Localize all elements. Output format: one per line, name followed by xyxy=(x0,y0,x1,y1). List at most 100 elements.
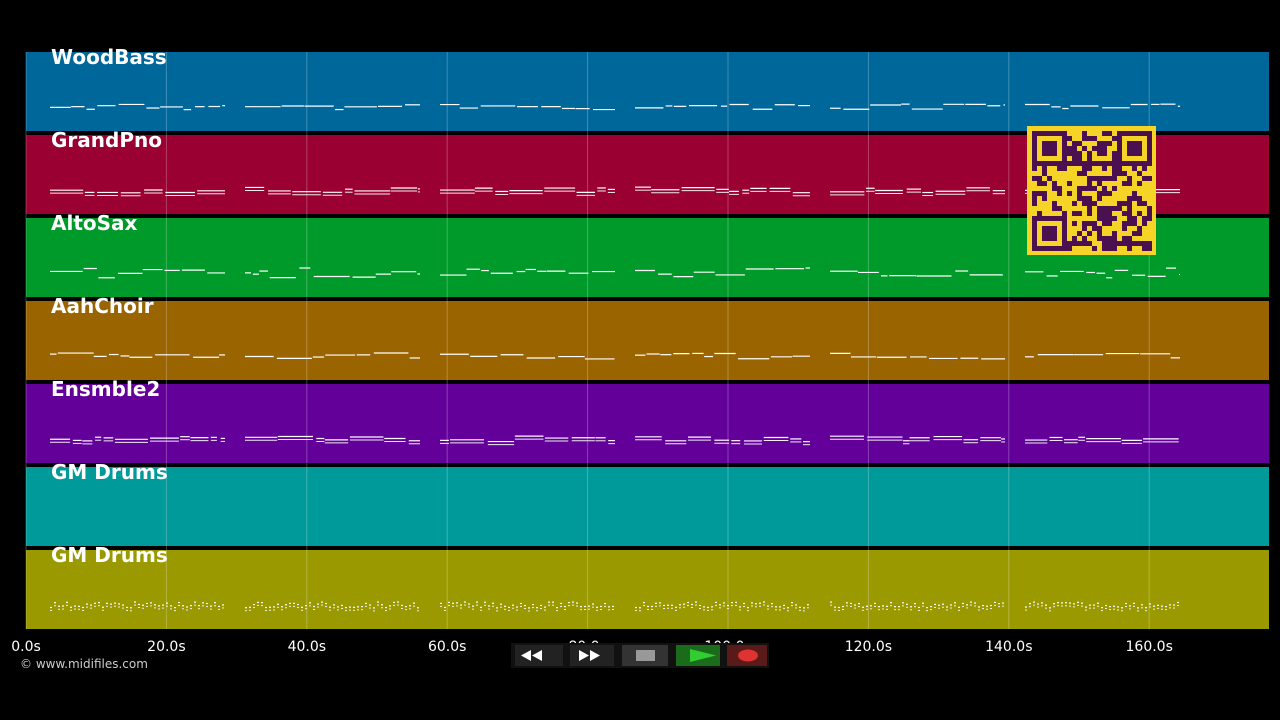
qr-cell xyxy=(1137,131,1142,136)
qr-cell xyxy=(1082,241,1087,246)
qr-cell xyxy=(1042,171,1047,176)
qr-cell xyxy=(1102,236,1107,241)
qr-cell xyxy=(1107,246,1112,251)
qr-cell xyxy=(1042,166,1047,171)
track-lane xyxy=(26,384,1269,463)
qr-cell xyxy=(1142,221,1147,226)
qr-cell xyxy=(1042,216,1047,221)
qr-cell xyxy=(1142,161,1147,166)
qr-cell xyxy=(1107,191,1112,196)
qr-cell xyxy=(1112,136,1117,141)
stop-button[interactable] xyxy=(622,645,668,666)
qr-cell xyxy=(1032,136,1037,141)
qr-cell xyxy=(1117,201,1122,206)
qr-cell xyxy=(1142,241,1147,246)
qr-cell xyxy=(1097,191,1102,196)
qr-cell xyxy=(1082,196,1087,201)
qr-cell xyxy=(1102,211,1107,216)
qr-cell xyxy=(1127,221,1132,226)
qr-cell xyxy=(1147,156,1152,161)
qr-cell xyxy=(1062,236,1067,241)
qr-cell xyxy=(1137,181,1142,186)
qr-cell xyxy=(1137,241,1142,246)
qr-cell xyxy=(1032,226,1037,231)
qr-cell xyxy=(1107,216,1112,221)
qr-cell xyxy=(1072,201,1077,206)
qr-cell xyxy=(1137,161,1142,166)
qr-cell xyxy=(1042,231,1047,236)
qr-cell xyxy=(1137,231,1142,236)
qr-cell xyxy=(1057,206,1062,211)
qr-cell xyxy=(1067,161,1072,166)
qr-cell xyxy=(1107,206,1112,211)
qr-cell xyxy=(1067,181,1072,186)
qr-cell xyxy=(1137,171,1142,176)
qr-cell xyxy=(1137,226,1142,231)
qr-cell xyxy=(1047,141,1052,146)
qr-cell xyxy=(1102,151,1107,156)
qr-cell xyxy=(1122,161,1127,166)
qr-cell xyxy=(1052,151,1057,156)
qr-cell xyxy=(1042,181,1047,186)
qr-cell xyxy=(1082,171,1087,176)
record-button[interactable] xyxy=(727,645,767,666)
qr-cell xyxy=(1047,216,1052,221)
qr-cell xyxy=(1067,241,1072,246)
qr-cell xyxy=(1107,221,1112,226)
qr-cell xyxy=(1132,141,1137,146)
copyright: © www.midifiles.com xyxy=(20,657,148,671)
qr-cell xyxy=(1047,176,1052,181)
qr-cell xyxy=(1097,206,1102,211)
track-lane xyxy=(26,467,1269,546)
qr-cell xyxy=(1127,181,1132,186)
qr-cell xyxy=(1047,131,1052,136)
qr-cell xyxy=(1107,211,1112,216)
qr-cell xyxy=(1082,166,1087,171)
qr-cell xyxy=(1147,216,1152,221)
track-name: AahChoir xyxy=(51,294,154,318)
qr-cell xyxy=(1127,216,1132,221)
qr-cell xyxy=(1052,231,1057,236)
forward-button[interactable] xyxy=(570,645,614,666)
qr-cell xyxy=(1062,136,1067,141)
qr-cell xyxy=(1082,146,1087,151)
qr-cell xyxy=(1052,226,1057,231)
qr-cell xyxy=(1147,241,1152,246)
qr-cell xyxy=(1067,246,1072,251)
qr-cell xyxy=(1092,221,1097,226)
qr-cell xyxy=(1132,161,1137,166)
qr-cell xyxy=(1132,241,1137,246)
qr-cell xyxy=(1132,196,1137,201)
time-label: 140.0s xyxy=(985,639,1032,655)
qr-code xyxy=(1027,126,1156,255)
qr-cell xyxy=(1082,201,1087,206)
rewind-icon xyxy=(521,650,542,661)
qr-cell xyxy=(1032,146,1037,151)
qr-cell xyxy=(1112,171,1117,176)
qr-cell xyxy=(1062,141,1067,146)
qr-cell xyxy=(1042,191,1047,196)
qr-cell xyxy=(1052,186,1057,191)
qr-cell xyxy=(1042,131,1047,136)
qr-cell xyxy=(1087,196,1092,201)
qr-cell xyxy=(1102,206,1107,211)
qr-cell xyxy=(1082,236,1087,241)
qr-cell xyxy=(1062,161,1067,166)
qr-cell xyxy=(1077,161,1082,166)
track-name: GM Drums xyxy=(51,543,168,567)
qr-cell xyxy=(1037,246,1042,251)
qr-cell xyxy=(1037,211,1042,216)
qr-cell xyxy=(1042,146,1047,151)
qr-cell xyxy=(1112,186,1117,191)
play-button[interactable] xyxy=(676,645,720,666)
qr-cell xyxy=(1072,221,1077,226)
rewind-button[interactable] xyxy=(515,645,563,666)
qr-cell xyxy=(1072,151,1077,156)
qr-cell xyxy=(1052,146,1057,151)
qr-cell xyxy=(1032,216,1037,221)
qr-cell xyxy=(1092,136,1097,141)
qr-cell xyxy=(1032,151,1037,156)
time-label: 60.0s xyxy=(428,639,466,655)
qr-cell xyxy=(1087,206,1092,211)
qr-cell xyxy=(1142,201,1147,206)
